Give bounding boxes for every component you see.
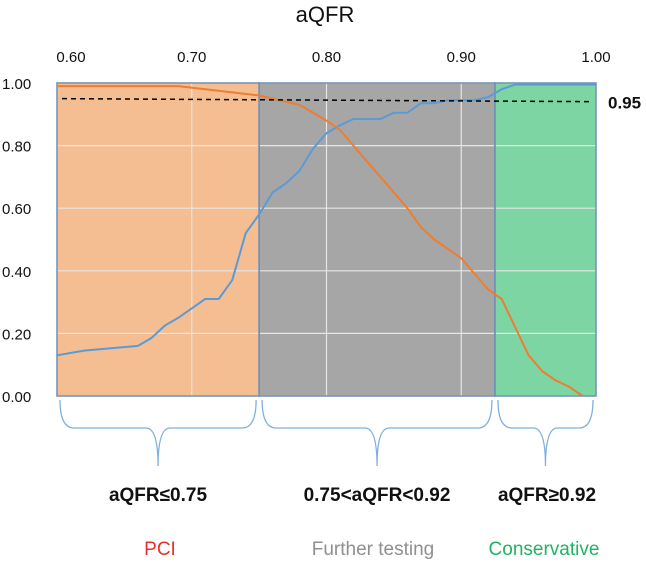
y-tick-label-2: 0.60 (2, 201, 31, 218)
x-tick-label-1: 0.70 (177, 49, 206, 66)
zone-1 (259, 83, 495, 396)
zone-0 (57, 83, 260, 396)
y-tick-label-3: 0.40 (2, 264, 31, 281)
series-line-0 (56, 83, 596, 357)
y-tick-label-1: 0.80 (2, 139, 31, 156)
y-tick-label-5: 0.00 (2, 389, 31, 406)
series-line-1 (57, 85, 584, 397)
threshold-label: 0.95 (608, 94, 641, 113)
decision-pci: PCI (144, 539, 176, 560)
chart-title: aQFR (296, 2, 355, 27)
tick-labels: 0.60 0.70 0.80 0.90 1.00 1.00 0.80 0.60 0.40 0.20… (2, 49, 611, 406)
threshold-line: 0.95 (61, 94, 641, 113)
series-lines (56, 83, 596, 397)
zone-frames (56, 82, 597, 397)
threshold-dash (61, 97, 592, 103)
zone-range-conservative: aQFR≥0.92 (497, 485, 597, 506)
decision-further-testing: Further testing (311, 539, 435, 560)
x-tick-label-0: 0.60 (56, 49, 85, 66)
braces (59, 399, 594, 467)
y-tick-label-0: 1.00 (2, 76, 31, 93)
brace-2 (497, 399, 594, 467)
brace-0 (59, 399, 257, 467)
x-tick-label-4: 1.00 (581, 49, 610, 66)
zone-range-further: 0.75<aQFR<0.92 (303, 485, 451, 506)
zone-frame-2 (494, 82, 597, 397)
y-tick-label-4: 0.20 (2, 326, 31, 343)
x-tick-label-2: 0.80 (312, 49, 341, 66)
zone-2 (494, 83, 596, 396)
x-tick-label-3: 0.90 (447, 49, 476, 66)
zones (57, 83, 596, 396)
brace-1 (261, 399, 493, 467)
zone-range-pci: aQFR≤0.75 (108, 485, 208, 506)
decision-conservative: Conservative (488, 539, 600, 560)
